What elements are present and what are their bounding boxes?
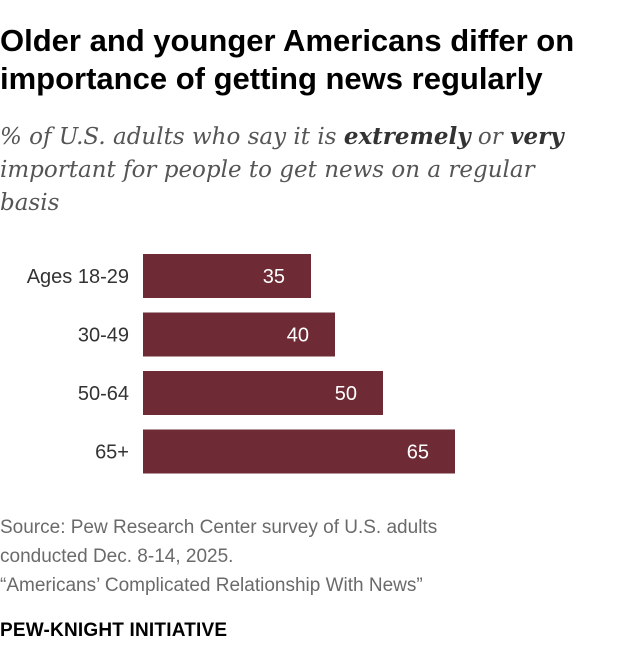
category-label-50-64: 50-64 xyxy=(78,383,129,405)
data-label-50-64: 50 xyxy=(335,383,357,405)
bar-ages-18-29 xyxy=(143,254,311,298)
chart-title: Older and younger Americans differ on im… xyxy=(0,23,575,96)
category-label-65: 65+ xyxy=(95,442,129,464)
report-title: “Americans’ Complicated Relationship Wit… xyxy=(0,575,423,596)
source-line-2: conducted Dec. 8-14, 2025. xyxy=(0,546,234,567)
source-notes: Source: Pew Research Center survey of U.… xyxy=(0,513,610,600)
organization-label: PEW-KNIGHT INITIATIVE xyxy=(0,620,228,641)
bar-30-49 xyxy=(143,312,335,357)
source-line-1: Source: Pew Research Center survey of U.… xyxy=(0,517,438,538)
category-label-ages-18-29: Ages 18-29 xyxy=(27,266,129,288)
data-label-30-49: 40 xyxy=(287,325,309,347)
subtitle-text-1: % of U.S. adults who say it is xyxy=(0,124,344,150)
category-label-30-49: 30-49 xyxy=(78,325,129,347)
data-label-65: 65 xyxy=(407,442,429,464)
data-label-ages-18-29: 35 xyxy=(263,266,285,288)
subtitle-text-2: or xyxy=(470,124,511,150)
subtitle-emphasis-very: very xyxy=(510,123,564,150)
bar-65 xyxy=(143,429,455,474)
chart-subtitle: % of U.S. adults who say it is extremely… xyxy=(0,120,600,220)
subtitle-emphasis-extremely: extremely xyxy=(343,123,471,150)
subtitle-text-3: important for people to get news on a re… xyxy=(0,157,535,216)
bar-chart: Ages 18-29 35 30-49 40 50-64 50 65+ 65 xyxy=(27,254,455,474)
bar-50-64 xyxy=(143,371,383,415)
